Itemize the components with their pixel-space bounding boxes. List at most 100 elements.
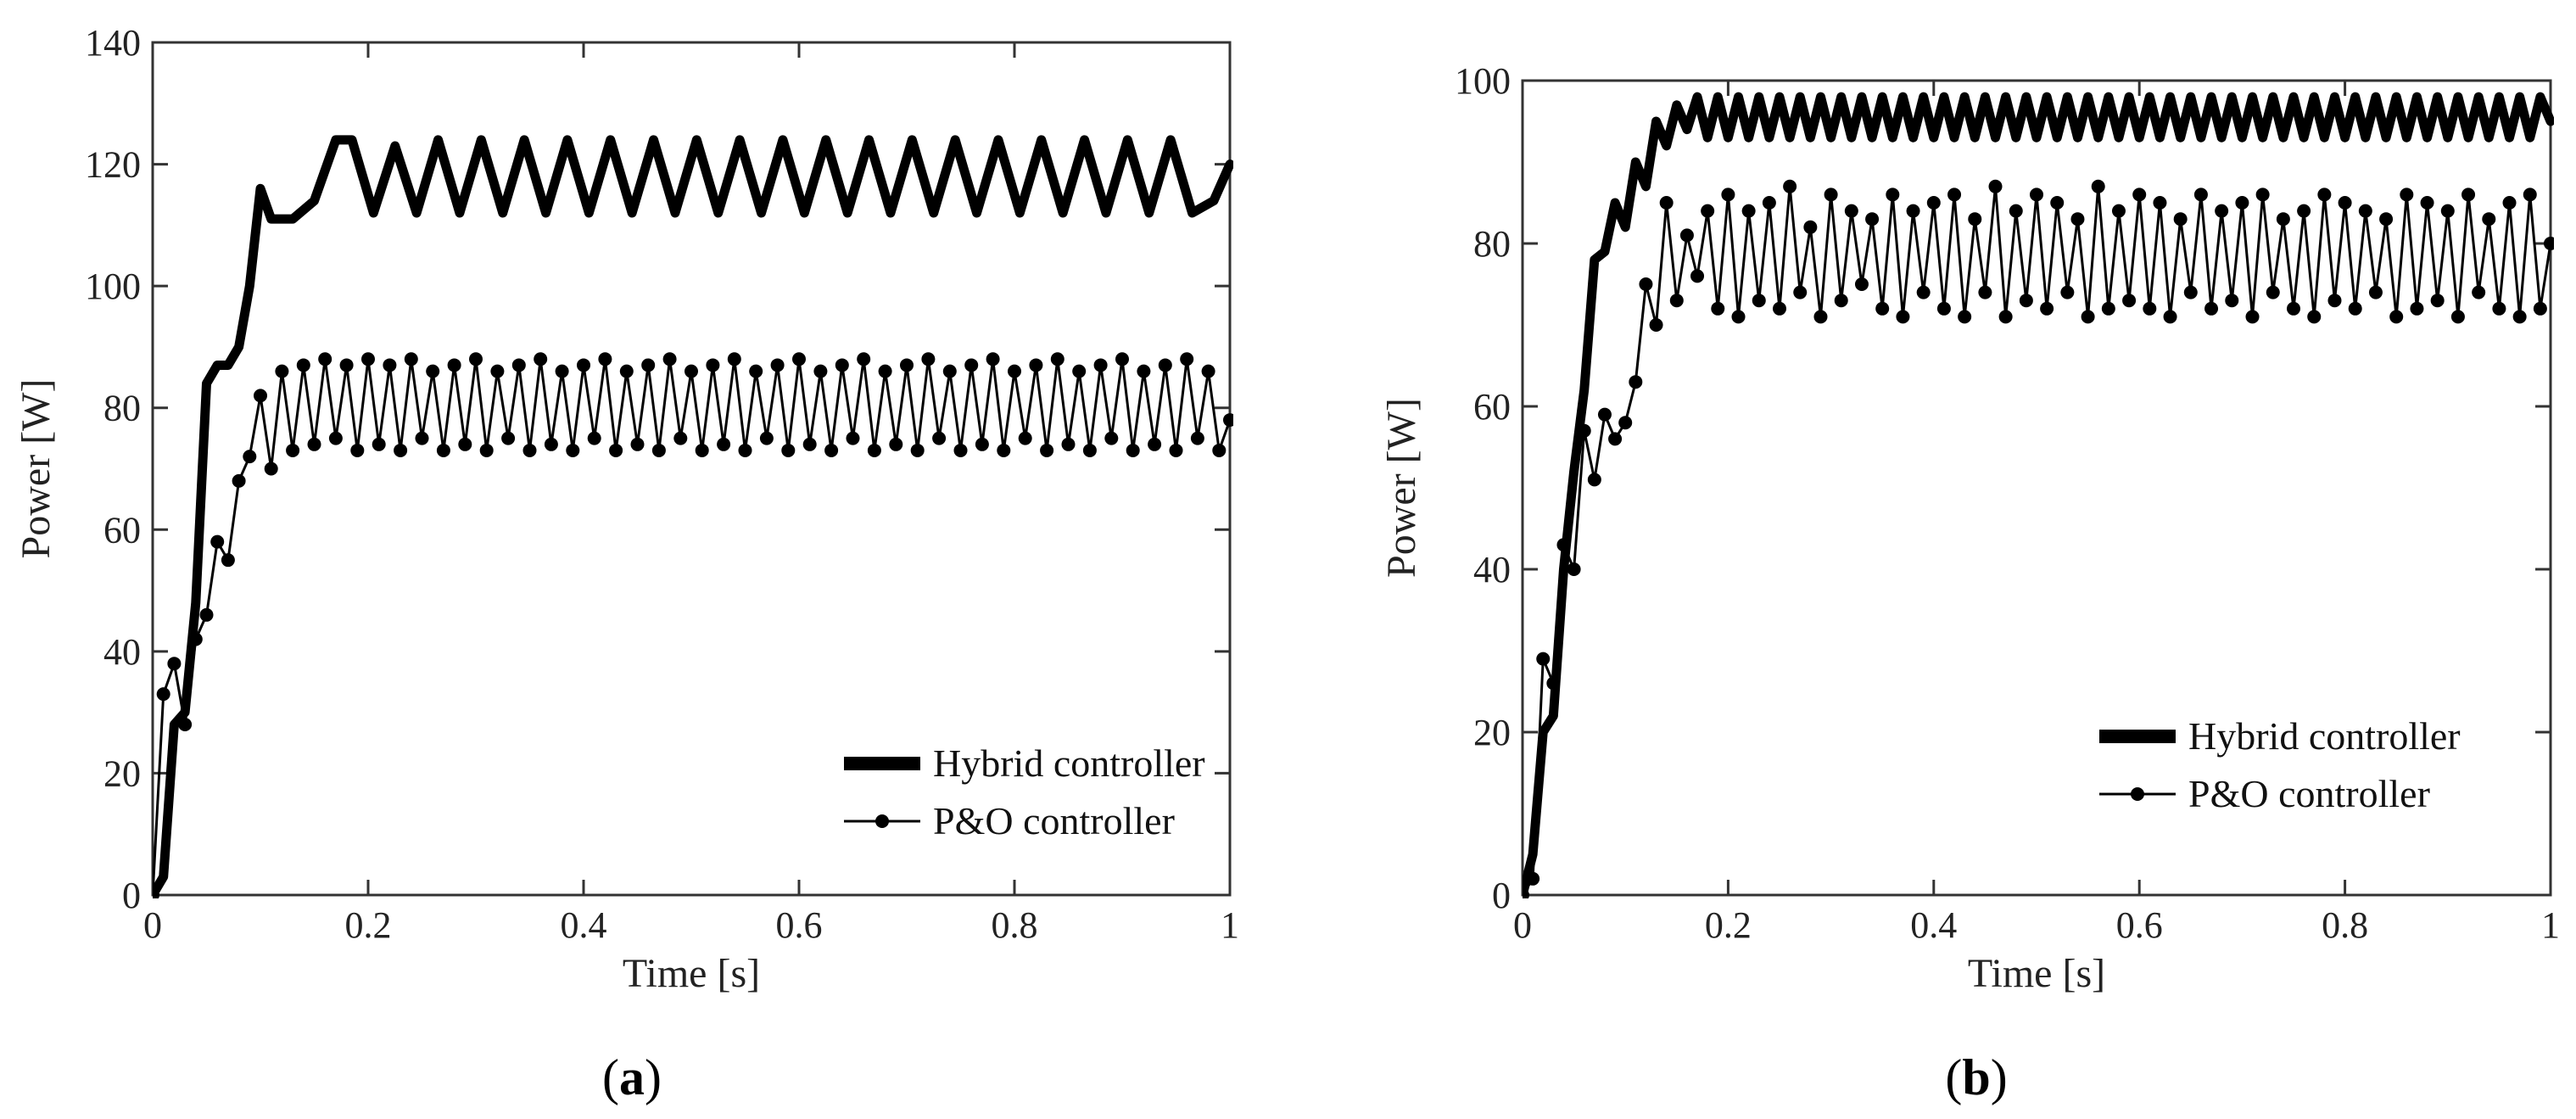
x-axis-title: Time [s] <box>623 951 760 996</box>
series-marker-po <box>2400 187 2414 202</box>
series-marker-po <box>2297 204 2311 218</box>
y-axis-title: Power [W] <box>14 379 59 559</box>
series-marker-po <box>1526 871 1540 886</box>
series-marker-po <box>2235 196 2249 210</box>
series-marker-po <box>1180 352 1194 366</box>
series-marker-po <box>2091 179 2105 193</box>
y-tick-label: 0 <box>1492 875 1511 916</box>
series-marker-po <box>1126 443 1140 457</box>
series-marker-po <box>1546 676 1561 691</box>
series-marker-po <box>328 431 343 445</box>
legend-label-hybrid: Hybrid controller <box>933 741 1205 785</box>
y-tick-label: 60 <box>103 509 141 551</box>
series-marker-po <box>2183 285 2198 299</box>
series-marker-po <box>932 431 947 445</box>
series-marker-po <box>878 364 892 378</box>
series-marker-po <box>749 364 763 378</box>
series-marker-po <box>1896 310 1910 324</box>
series-marker-po <box>2266 285 2280 299</box>
series-marker-po <box>1701 204 1715 218</box>
series-marker-po <box>1844 204 1858 218</box>
series-marker-po <box>490 364 505 378</box>
y-axis-title: Power [W] <box>1379 398 1424 578</box>
series-marker-po <box>953 443 968 457</box>
series-marker-po <box>1936 301 1951 316</box>
series-marker-po <box>1137 364 1151 378</box>
series-marker-po <box>2225 294 2239 308</box>
series-marker-po <box>156 687 170 702</box>
series-marker-po <box>264 462 278 476</box>
series-marker-po <box>997 443 1011 457</box>
series-marker-po <box>1690 269 1705 283</box>
panel-label-b-open: ( <box>1945 1049 1962 1105</box>
series-marker-po <box>921 352 936 366</box>
series-marker-po <box>900 358 914 372</box>
series-marker-po <box>2338 196 2352 210</box>
series-marker-po <box>1669 294 1684 308</box>
panel-label-b: (b) <box>1945 1049 2007 1105</box>
series-marker-po <box>1169 443 1183 457</box>
x-tick-label: 0.2 <box>345 904 392 946</box>
series-marker-po <box>2070 212 2085 227</box>
series-marker-po <box>2420 196 2434 210</box>
series-marker-po <box>501 431 516 445</box>
series-marker-po <box>479 443 494 457</box>
series-marker-po <box>630 437 645 451</box>
series-marker-po <box>1072 364 1087 378</box>
series-marker-po <box>727 352 741 366</box>
series-marker-po <box>2368 285 2383 299</box>
y-tick-label: 80 <box>1473 223 1511 265</box>
series-marker-po <box>1773 301 1786 316</box>
series-marker-po <box>2410 301 2424 316</box>
series-line-hybrid <box>1523 92 2554 898</box>
y-tick-label: 40 <box>1473 549 1511 590</box>
y-tick-label: 140 <box>85 22 141 64</box>
series-marker-po <box>2030 187 2043 202</box>
x-tick-label: 1 <box>2541 904 2560 946</box>
series-marker-po <box>1190 431 1204 445</box>
y-tick-label: 20 <box>103 753 141 794</box>
series-marker-po <box>1158 358 1172 372</box>
series-marker-po <box>566 443 580 457</box>
legend-label-po: P&O controller <box>933 799 1175 842</box>
series-marker-po <box>1762 196 1776 210</box>
legend-marker-po <box>875 814 889 828</box>
series-marker-po <box>813 364 828 378</box>
series-marker-po <box>1659 196 1674 210</box>
panel-label-a: (a) <box>602 1049 662 1105</box>
series-marker-po <box>587 431 601 445</box>
series-marker-po <box>1926 196 1941 210</box>
series-marker-po <box>1958 310 1972 324</box>
y-tick-label: 60 <box>1473 386 1511 428</box>
series-marker-po <box>2060 285 2075 299</box>
series-marker-po <box>555 364 569 378</box>
series-marker-po <box>1061 437 1076 451</box>
series-marker-po <box>2492 301 2506 316</box>
series-marker-po <box>458 437 472 451</box>
series-marker-po <box>1988 179 2003 193</box>
series-marker-po <box>1115 352 1129 366</box>
panel-label-a-close: ) <box>645 1049 662 1105</box>
series-marker-po <box>1567 562 1581 576</box>
series-marker-po <box>695 443 709 457</box>
series-marker-po <box>1824 187 1838 202</box>
x-tick-label: 0 <box>1513 904 1532 946</box>
series-marker-po <box>1223 413 1233 428</box>
series-marker-po <box>1608 432 1623 446</box>
series-marker-po <box>296 358 310 372</box>
series-marker-po <box>2009 204 2023 218</box>
series-marker-po <box>2502 196 2517 210</box>
series-marker-po <box>153 888 159 898</box>
series-marker-po <box>1536 652 1551 666</box>
series-marker-po <box>275 364 289 378</box>
x-tick-label: 0.6 <box>776 904 823 946</box>
series-marker-po <box>2019 294 2033 308</box>
series-marker-po <box>2050 196 2065 210</box>
series-marker-po <box>339 358 354 372</box>
series-marker-po <box>835 358 849 372</box>
series-marker-po <box>641 358 656 372</box>
series-marker-po <box>307 437 321 451</box>
series-marker-po <box>254 389 267 403</box>
x-tick-label: 0.4 <box>561 904 607 946</box>
x-tick-label: 0.6 <box>2116 904 2163 946</box>
